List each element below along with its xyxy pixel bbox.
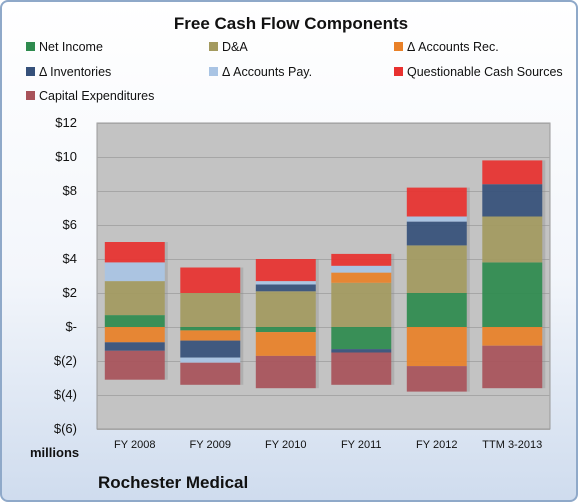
y-tick-label: $8 (62, 183, 77, 198)
bar-accounts-pay-fy-2008 (104, 262, 165, 282)
x-tick-label: FY 2009 (189, 439, 231, 451)
bar-accounts-rec-ttm-3-2013 (482, 327, 543, 346)
bar-accounts-pay-fy-2010 (255, 281, 316, 285)
bar-accounts-rec-fy-2010 (255, 332, 316, 356)
x-tick-label: FY 2010 (265, 439, 307, 451)
bar-accounts-pay-fy-2011 (331, 265, 392, 273)
y-tick-label: $10 (55, 149, 77, 164)
bar-accounts-pay-fy-2012 (406, 216, 467, 222)
legend-swatch (26, 67, 35, 76)
bar-accounts-rec-fy-2009 (180, 330, 241, 341)
bar-shadow-fy-2012 (466, 187, 470, 392)
y-axis-unit-label: millions (30, 445, 80, 460)
y-tick-label: $(4) (53, 387, 77, 402)
y-tick-label: $(6) (53, 421, 77, 436)
bar-inventories-fy-2012 (406, 221, 467, 246)
bar-capital-expenditures-fy-2011 (331, 352, 392, 385)
legend-swatch (26, 91, 35, 100)
legend-label: Δ Accounts Pay. (222, 65, 313, 79)
bar-net-income-fy-2012 (406, 293, 467, 327)
legend-swatch (394, 67, 403, 76)
legend-item-questionable-cash-sources: Questionable Cash Sources (394, 65, 563, 79)
legend-label: Δ Inventories (39, 65, 112, 79)
bar-capital-expenditures-fy-2010 (255, 355, 316, 389)
legend-swatch (209, 42, 218, 51)
legend-item-capital-expenditures: Capital Expenditures (26, 89, 154, 103)
legend-swatch (394, 42, 403, 51)
legend-item-inventories: Δ Inventories (26, 65, 111, 79)
legend-label: Capital Expenditures (39, 89, 155, 103)
legend-label: Questionable Cash Sources (407, 65, 563, 79)
bar-d-a-fy-2011 (331, 282, 392, 327)
legend-label: Δ Accounts Rec. (407, 40, 499, 54)
chart-title: Free Cash Flow Components (173, 14, 409, 33)
bar-accounts-rec-fy-2008 (104, 327, 165, 343)
bar-questionable-cash-sources-fy-2012 (406, 187, 467, 217)
y-tick-label: $12 (55, 115, 77, 130)
x-tick-label: FY 2011 (340, 439, 382, 451)
bar-inventories-fy-2010 (255, 284, 316, 292)
bar-inventories-fy-2009 (180, 340, 241, 358)
bar-capital-expenditures-ttm-3-2013 (482, 345, 543, 389)
x-tick-label: TTM 3-2013 (482, 439, 543, 451)
legend-item-net-income: Net Income (26, 40, 103, 54)
x-tick-label: FY 2012 (416, 439, 458, 451)
bar-net-income-fy-2011 (331, 327, 392, 350)
bar-questionable-cash-sources-fy-2011 (331, 253, 392, 266)
y-tick-label: $4 (62, 251, 77, 266)
bar-d-a-fy-2012 (406, 245, 467, 293)
bar-questionable-cash-sources-ttm-3-2013 (482, 160, 543, 185)
legend-label: D&A (222, 40, 248, 54)
bar-d-a-fy-2008 (104, 281, 165, 316)
bar-shadow-fy-2011 (391, 253, 395, 385)
bar-d-a-fy-2009 (180, 293, 241, 327)
legend-swatch (209, 67, 218, 76)
company-name: Rochester Medical (98, 473, 249, 492)
bar-shadow-ttm-3-2013 (542, 160, 546, 389)
y-tick-label: $(2) (53, 353, 77, 368)
x-tick-label: FY 2008 (114, 439, 156, 451)
y-tick-label: $2 (62, 285, 77, 300)
bar-accounts-pay-fy-2009 (180, 357, 241, 363)
y-tick-label: $- (65, 319, 77, 334)
bar-questionable-cash-sources-fy-2010 (255, 259, 316, 282)
bar-shadow-fy-2008 (164, 242, 168, 380)
plot-background (97, 123, 550, 429)
bar-capital-expenditures-fy-2012 (406, 366, 467, 392)
y-tick-label: $6 (62, 217, 77, 232)
bar-accounts-rec-fy-2012 (406, 327, 467, 367)
bar-net-income-fy-2008 (104, 315, 165, 327)
bar-shadow-fy-2009 (240, 267, 244, 385)
bar-shadow-fy-2010 (315, 259, 319, 389)
bar-net-income-fy-2010 (255, 327, 316, 333)
bar-net-income-fy-2009 (180, 327, 241, 331)
legend-item-d-a: D&A (209, 40, 248, 54)
bar-inventories-ttm-3-2013 (482, 184, 543, 217)
legend-item-accounts-pay: Δ Accounts Pay. (209, 65, 312, 79)
bar-capital-expenditures-fy-2009 (180, 362, 241, 385)
legend-swatch (26, 42, 35, 51)
bar-questionable-cash-sources-fy-2008 (104, 242, 165, 263)
bar-inventories-fy-2011 (331, 349, 392, 353)
bar-questionable-cash-sources-fy-2009 (180, 267, 241, 293)
bar-accounts-rec-fy-2011 (331, 272, 392, 283)
bar-net-income-ttm-3-2013 (482, 262, 543, 327)
legend-label: Net Income (39, 40, 103, 54)
bar-d-a-ttm-3-2013 (482, 216, 543, 263)
bar-capital-expenditures-fy-2008 (104, 350, 165, 380)
legend-item-accounts-rec: Δ Accounts Rec. (394, 40, 499, 54)
bar-inventories-fy-2008 (104, 342, 165, 351)
bar-d-a-fy-2010 (255, 291, 316, 327)
